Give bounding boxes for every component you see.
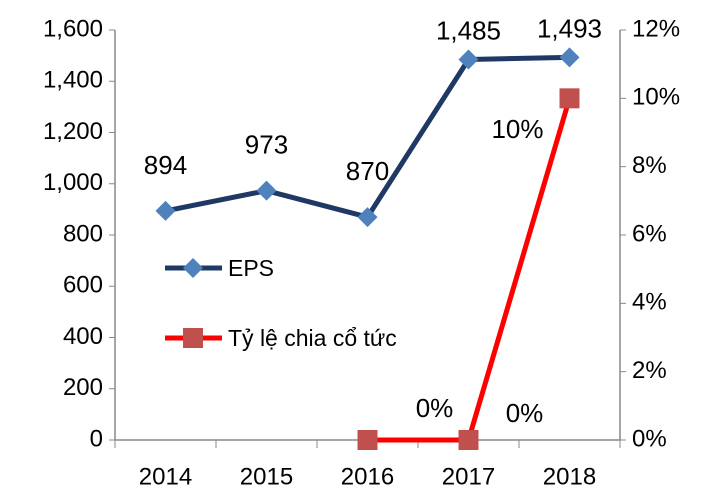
y2-tick-label: 8% <box>632 152 667 179</box>
marker <box>357 207 378 228</box>
marker <box>256 180 277 201</box>
y-tick-label: 1,600 <box>43 15 103 42</box>
legend-label: EPS <box>228 255 275 281</box>
y-tick-label: 800 <box>63 220 103 247</box>
x-tick-label: 2014 <box>139 463 192 490</box>
marker <box>357 430 378 450</box>
marker <box>155 200 176 221</box>
data-label: 870 <box>346 156 389 186</box>
x-tick-label: 2017 <box>442 463 495 490</box>
marker <box>559 88 580 109</box>
y2-tick-label: 10% <box>632 84 680 111</box>
x-tick-label: 2016 <box>341 463 394 490</box>
data-label: 894 <box>144 150 187 180</box>
y-tick-label: 1,400 <box>43 67 103 94</box>
y2-tick-label: 2% <box>632 357 667 384</box>
marker <box>458 49 479 70</box>
data-label: 0% <box>506 398 544 428</box>
y-tick-label: 200 <box>63 374 103 401</box>
marker <box>559 47 580 68</box>
marker <box>458 430 479 450</box>
x-tick-label: 2018 <box>543 463 596 490</box>
marker <box>183 258 203 278</box>
y-tick-label: 600 <box>63 272 103 299</box>
data-label: 1,493 <box>537 13 602 43</box>
y-tick-label: 0 <box>90 425 103 452</box>
y-tick-label: 1,200 <box>43 118 103 145</box>
data-label: 10% <box>491 114 543 144</box>
y2-tick-label: 4% <box>632 289 667 316</box>
y-tick-label: 400 <box>63 323 103 350</box>
data-label: 1,485 <box>436 15 501 45</box>
y2-tick-label: 6% <box>632 220 667 247</box>
x-tick-label: 2015 <box>240 463 293 490</box>
data-label: 0% <box>416 393 454 423</box>
legend-label: Tỷ lệ chia cổ tức <box>228 325 397 351</box>
marker <box>183 328 203 348</box>
y2-tick-label: 12% <box>632 15 680 42</box>
y2-tick-label: 0% <box>632 425 667 452</box>
data-label: 973 <box>245 130 288 160</box>
y-tick-label: 1,000 <box>43 169 103 196</box>
